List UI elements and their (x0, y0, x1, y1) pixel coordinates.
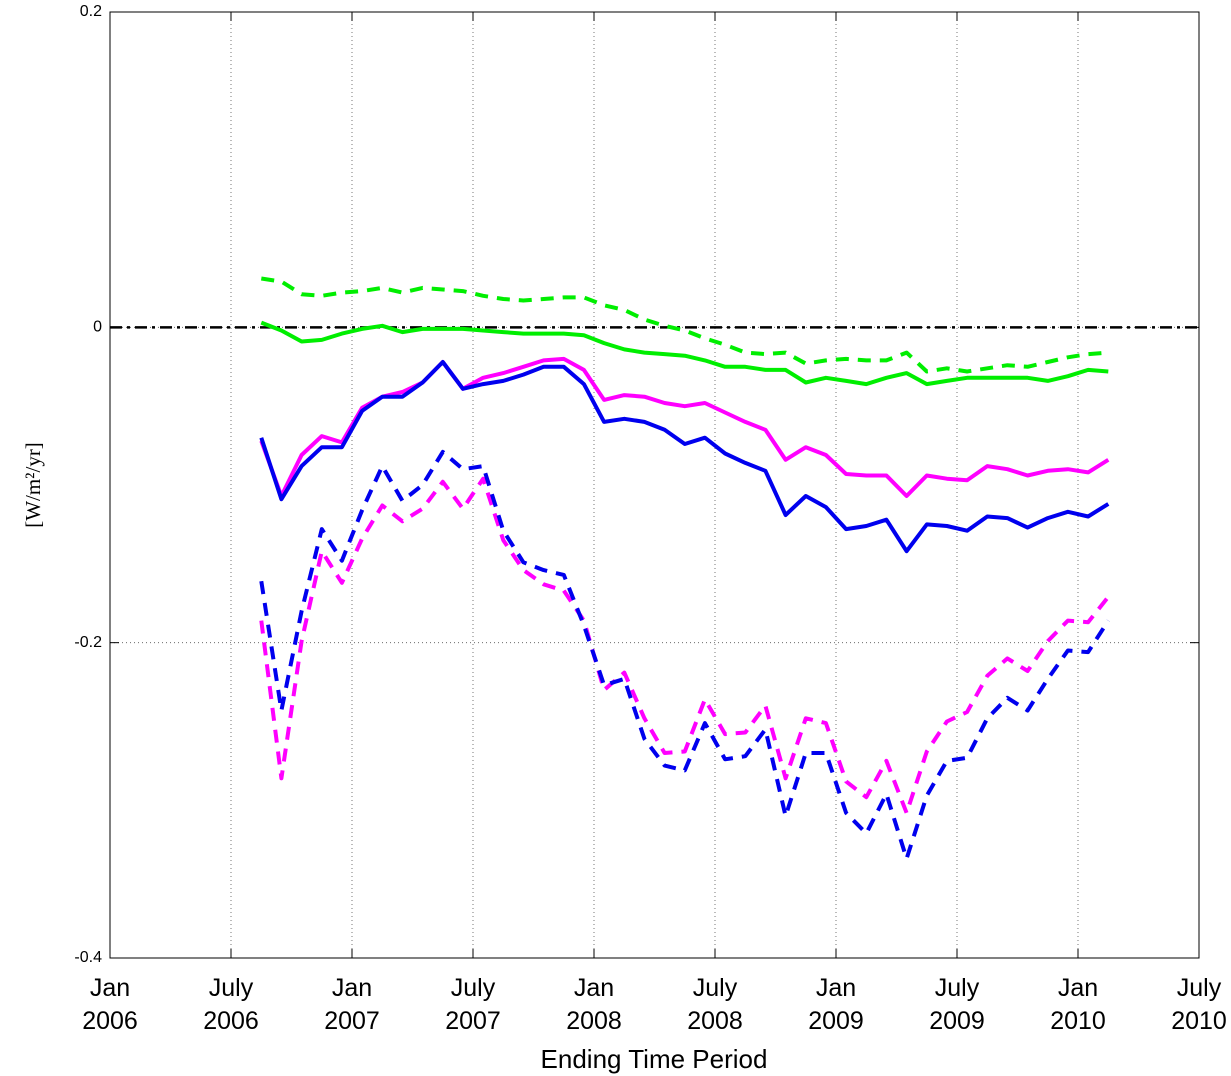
x-tick-label-line: 2007 (324, 1007, 380, 1035)
x-tick-label-line: 2009 (929, 1007, 985, 1035)
x-tick-label-line: 2010 (1171, 1007, 1227, 1035)
y-tick-label: -0.4 (74, 949, 102, 966)
y-tick-label: 0.2 (80, 3, 102, 20)
x-tick-label-line: 2008 (687, 1007, 743, 1035)
x-tick-label-line: July (935, 974, 980, 1002)
x-tick-label-line: July (1177, 974, 1222, 1002)
x-tick-label-line: Jan (816, 974, 856, 1002)
x-tick-label-line: 2008 (566, 1007, 622, 1035)
x-tick-label-line: Jan (332, 974, 372, 1002)
x-tick-label-line: 2009 (808, 1007, 864, 1035)
x-tick-label: July 2008 (687, 974, 743, 1035)
x-tick-label-line: July (693, 974, 738, 1002)
y-tick-label: 0 (93, 319, 102, 336)
x-tick-label: Jan 2009 (808, 974, 864, 1035)
x-tick-label: Jan 2007 (324, 974, 380, 1035)
x-tick-label-line: 2006 (82, 1007, 138, 1035)
y-axis-title: [W/m²/yr] (21, 442, 45, 528)
x-tick-label-line: Jan (1058, 974, 1098, 1002)
x-tick-label: Jan 2006 (82, 974, 138, 1035)
data-line (259, 476, 1110, 815)
x-tick-label-line: July (209, 974, 254, 1002)
x-tick-label-line: 2010 (1050, 1007, 1106, 1035)
x-tick-label-line: Jan (90, 974, 130, 1002)
x-tick-label: July 2009 (929, 974, 985, 1035)
x-tick-label: Jan 2010 (1050, 974, 1106, 1035)
data-line (259, 449, 1110, 861)
x-tick-label-line: 2006 (203, 1007, 259, 1035)
x-tick-label-line: Jan (574, 974, 614, 1002)
data-line (259, 356, 1110, 498)
x-tick-label-line: July (451, 974, 496, 1002)
data-line (260, 276, 1109, 374)
x-tick-label: July 2010 (1171, 974, 1227, 1035)
x-tick-label: July 2006 (203, 974, 259, 1035)
y-tick-label: -0.2 (74, 634, 102, 651)
data-line (260, 320, 1109, 387)
plot-frame (109, 11, 1200, 959)
x-tick-label-line: 2007 (445, 1007, 501, 1035)
data-line (259, 360, 1110, 554)
x-tick-label: Jan 2008 (566, 974, 622, 1035)
x-tick-label: July 2007 (445, 974, 501, 1035)
x-axis-title: Ending Time Period (541, 1044, 768, 1074)
